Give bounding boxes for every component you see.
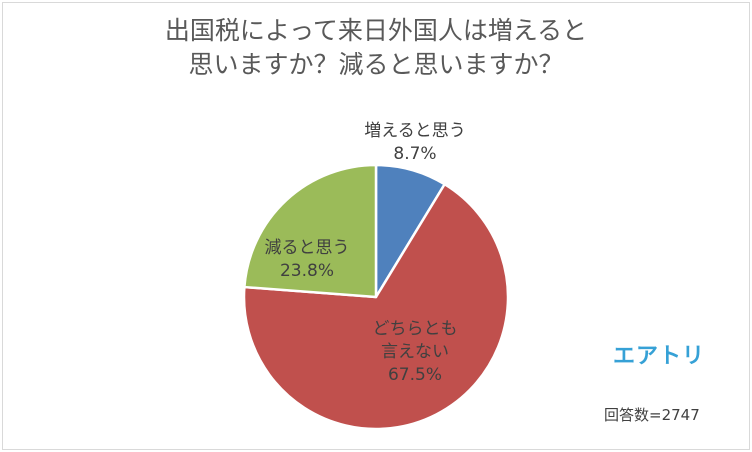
sample-size-note: 回答数=2747 bbox=[604, 406, 700, 424]
slice-label-neither-value: 67.5% bbox=[387, 365, 442, 385]
slice-label-decrease: 減ると思う 23.8% bbox=[252, 237, 362, 283]
chart-title-line-2: 思いますか？減ると思いますか？ bbox=[188, 50, 564, 79]
slice-label-neither-line-2: 言えない bbox=[381, 342, 449, 362]
slice-label-increase-name: 増えると思う bbox=[364, 121, 466, 141]
slice-label-increase-value: 8.7% bbox=[393, 144, 437, 164]
chart-title-line-1: 出国税によって来日外国人は増えると bbox=[164, 16, 588, 45]
slice-label-decrease-value: 23.8% bbox=[279, 261, 334, 281]
slice-decrease bbox=[243, 163, 378, 299]
slice-neither bbox=[242, 182, 510, 431]
slice-label-decrease-name: 減ると思う bbox=[264, 238, 350, 258]
slice-label-increase: 増えると思う 8.7% bbox=[355, 120, 475, 166]
slice-label-neither: どちらとも 言えない 67.5% bbox=[355, 318, 475, 387]
slice-label-neither-line-1: どちらとも bbox=[372, 319, 458, 339]
chart-title: 出国税によって来日外国人は増えると 思いますか？減ると思いますか？ bbox=[0, 14, 752, 82]
brand-logo: エアトリ bbox=[613, 344, 706, 369]
